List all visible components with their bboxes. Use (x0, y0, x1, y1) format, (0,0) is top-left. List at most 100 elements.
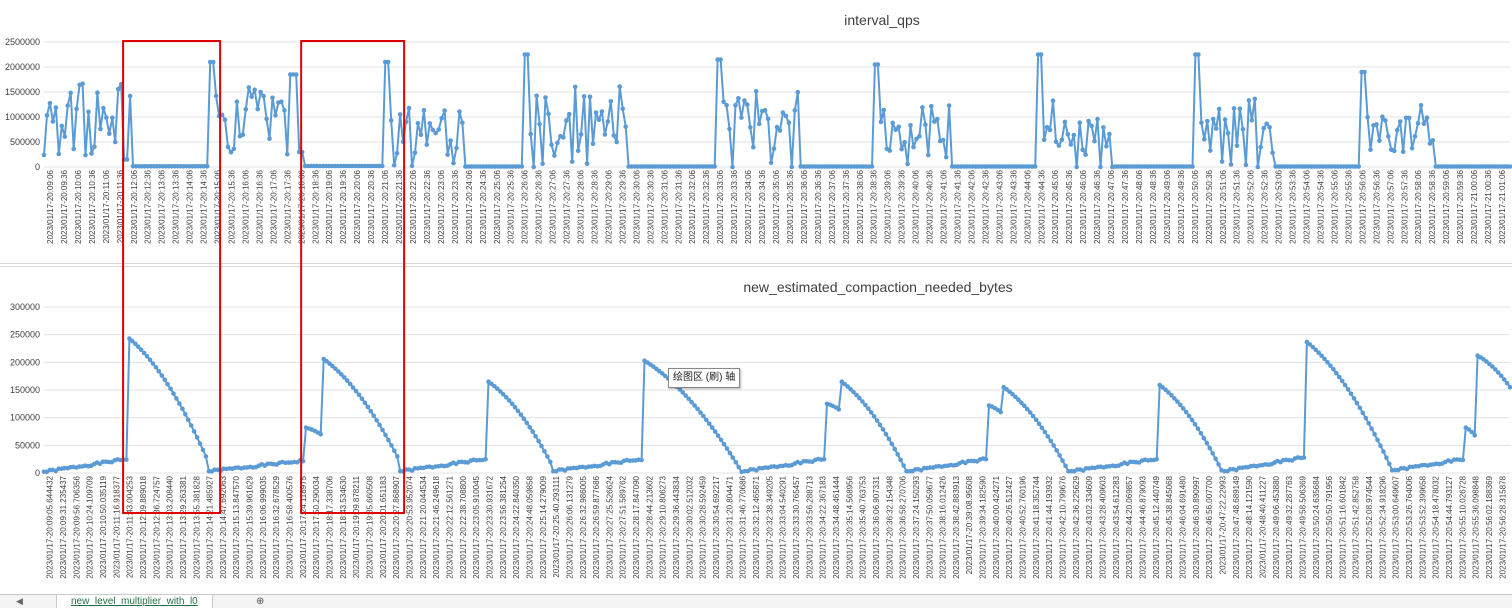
data-point (531, 164, 536, 170)
data-point (104, 115, 109, 120)
data-point (1348, 391, 1354, 397)
x-tick-label: 2023/01/17-20:35:06 (772, 169, 781, 243)
x-tick-label: 2023/01/17-20:53:06 (1275, 169, 1284, 243)
data-point (362, 400, 368, 406)
data-point (1190, 164, 1195, 169)
x-tick-label: 2023/01/17-20:32:12.465871 (752, 475, 761, 578)
data-point (727, 450, 733, 456)
sheet-tab-active[interactable]: new_level_multiplier_with_l0 (56, 595, 213, 608)
data-point (572, 84, 578, 90)
data-point (1472, 433, 1477, 438)
plus-circle-icon[interactable]: ⊕ (256, 596, 265, 607)
x-tick-label: 2023/01/17-20:18:43.534630 (339, 475, 348, 578)
data-point (110, 115, 115, 121)
x-tick-label: 2023/01/17-20:28:36 (590, 169, 599, 243)
data-point (234, 99, 240, 104)
data-point (1264, 121, 1269, 127)
qps-chart-panel[interactable]: interval_qps 0 500000 1000000 1500000 200000… (0, 0, 1512, 264)
data-point (902, 139, 907, 145)
x-tick-label: 2023/01/17-20:55:36 (1344, 169, 1353, 243)
x-tick-label: 2023/01/17-20:34:06 (744, 169, 753, 243)
data-point (783, 113, 789, 119)
data-point (153, 365, 159, 370)
data-point (1243, 162, 1249, 168)
data-point (878, 119, 884, 125)
data-point (1363, 415, 1369, 421)
data-point (1044, 124, 1050, 130)
data-point (1039, 425, 1045, 431)
x-tick-label: 2023/01/17-20:23:36 (451, 169, 460, 243)
x-tick-label: 2023/01/17-20:29:36.443834 (672, 475, 681, 578)
data-point (795, 89, 801, 95)
x-tick-label: 2023/01/17-20:49:36 (1177, 169, 1186, 243)
x-tick-label: 2023/01/17-20:47:36 (1121, 169, 1130, 243)
x-tick-label: 2023/01/17-20:32:36 (702, 169, 711, 243)
data-point (1356, 164, 1361, 169)
data-point (255, 106, 260, 112)
x-tick-label: 2023/01/17-20:38:36 (870, 169, 879, 243)
data-point (895, 452, 900, 457)
x-tick-label: 2023/01/17-20:17:24.118975 (299, 475, 308, 578)
data-point (385, 59, 391, 65)
data-point (521, 416, 527, 421)
y-tick-label: 150000 (10, 385, 40, 395)
x-tick-label: 2023/01/17-20:40:06 (912, 169, 921, 243)
data-point (1498, 373, 1504, 379)
data-point (124, 157, 130, 162)
x-tick-label: 2023/01/17-20:25:06 (493, 169, 502, 243)
x-tick-label: 2023/01/17-20:22:36 (423, 169, 432, 243)
data-point (920, 105, 925, 110)
data-point (602, 132, 608, 137)
data-point (777, 128, 783, 133)
data-point (1024, 406, 1030, 412)
data-point (1362, 69, 1367, 75)
data-point (1077, 120, 1082, 125)
data-point (1050, 98, 1056, 103)
data-point (587, 94, 593, 100)
compaction-chart-panel[interactable]: new_estimated_compaction_needed_bytes 0 5… (0, 266, 1512, 595)
data-point (427, 121, 433, 126)
data-point (762, 107, 768, 113)
data-point (883, 431, 889, 437)
data-point (1163, 387, 1168, 393)
data-point (943, 154, 949, 160)
x-tick-label: 2023/01/17-20:56:36 (1372, 169, 1381, 243)
data-point (1400, 149, 1406, 155)
x-tick-label: 2023/01/17-20:09:56.706356 (72, 475, 81, 578)
data-point (392, 448, 397, 454)
x-tick-label: 2023/01/17-20:13:29.263381 (179, 475, 188, 578)
data-point (1342, 382, 1348, 388)
x-tick-label: 2023/01/17-20:40:36 (926, 169, 935, 243)
data-point (593, 110, 599, 115)
data-point (240, 132, 246, 137)
data-point (1086, 118, 1091, 124)
data-point (555, 140, 560, 146)
chevron-left-icon[interactable]: ◀ (16, 596, 23, 606)
x-tick-label: 2023/01/17-20:47:06 (1107, 169, 1116, 243)
data-point (1392, 148, 1397, 154)
data-point (923, 122, 928, 127)
data-point (213, 93, 219, 99)
data-point (1216, 462, 1221, 467)
x-tick-label: 2023/01/17-20:15:36 (227, 169, 236, 243)
data-point (701, 413, 706, 419)
x-tick-label: 2023/01/17-20:11:06 (102, 169, 111, 243)
data-point (495, 386, 500, 391)
data-point (575, 148, 581, 153)
data-point (454, 145, 459, 151)
data-point (1378, 443, 1383, 448)
data-point (92, 144, 97, 149)
data-point (721, 99, 726, 105)
data-point (745, 102, 750, 107)
data-point (898, 457, 903, 463)
x-tick-label: 2023/01/17-20:21:46.249618 (432, 475, 441, 578)
data-point (1469, 429, 1474, 435)
data-point (590, 141, 596, 147)
data-point (1027, 410, 1033, 415)
x-tick-label: 2023/01/17-20:26:36 (535, 169, 544, 243)
data-point (359, 396, 365, 401)
data-point (893, 127, 898, 132)
grid-lines (44, 306, 1510, 474)
sheet-tab-bar: ◀ new_level_multiplier_with_l0 ⊕ (0, 594, 1512, 608)
x-tick-label: 2023/01/17-20:30:02.512032 (685, 475, 694, 578)
